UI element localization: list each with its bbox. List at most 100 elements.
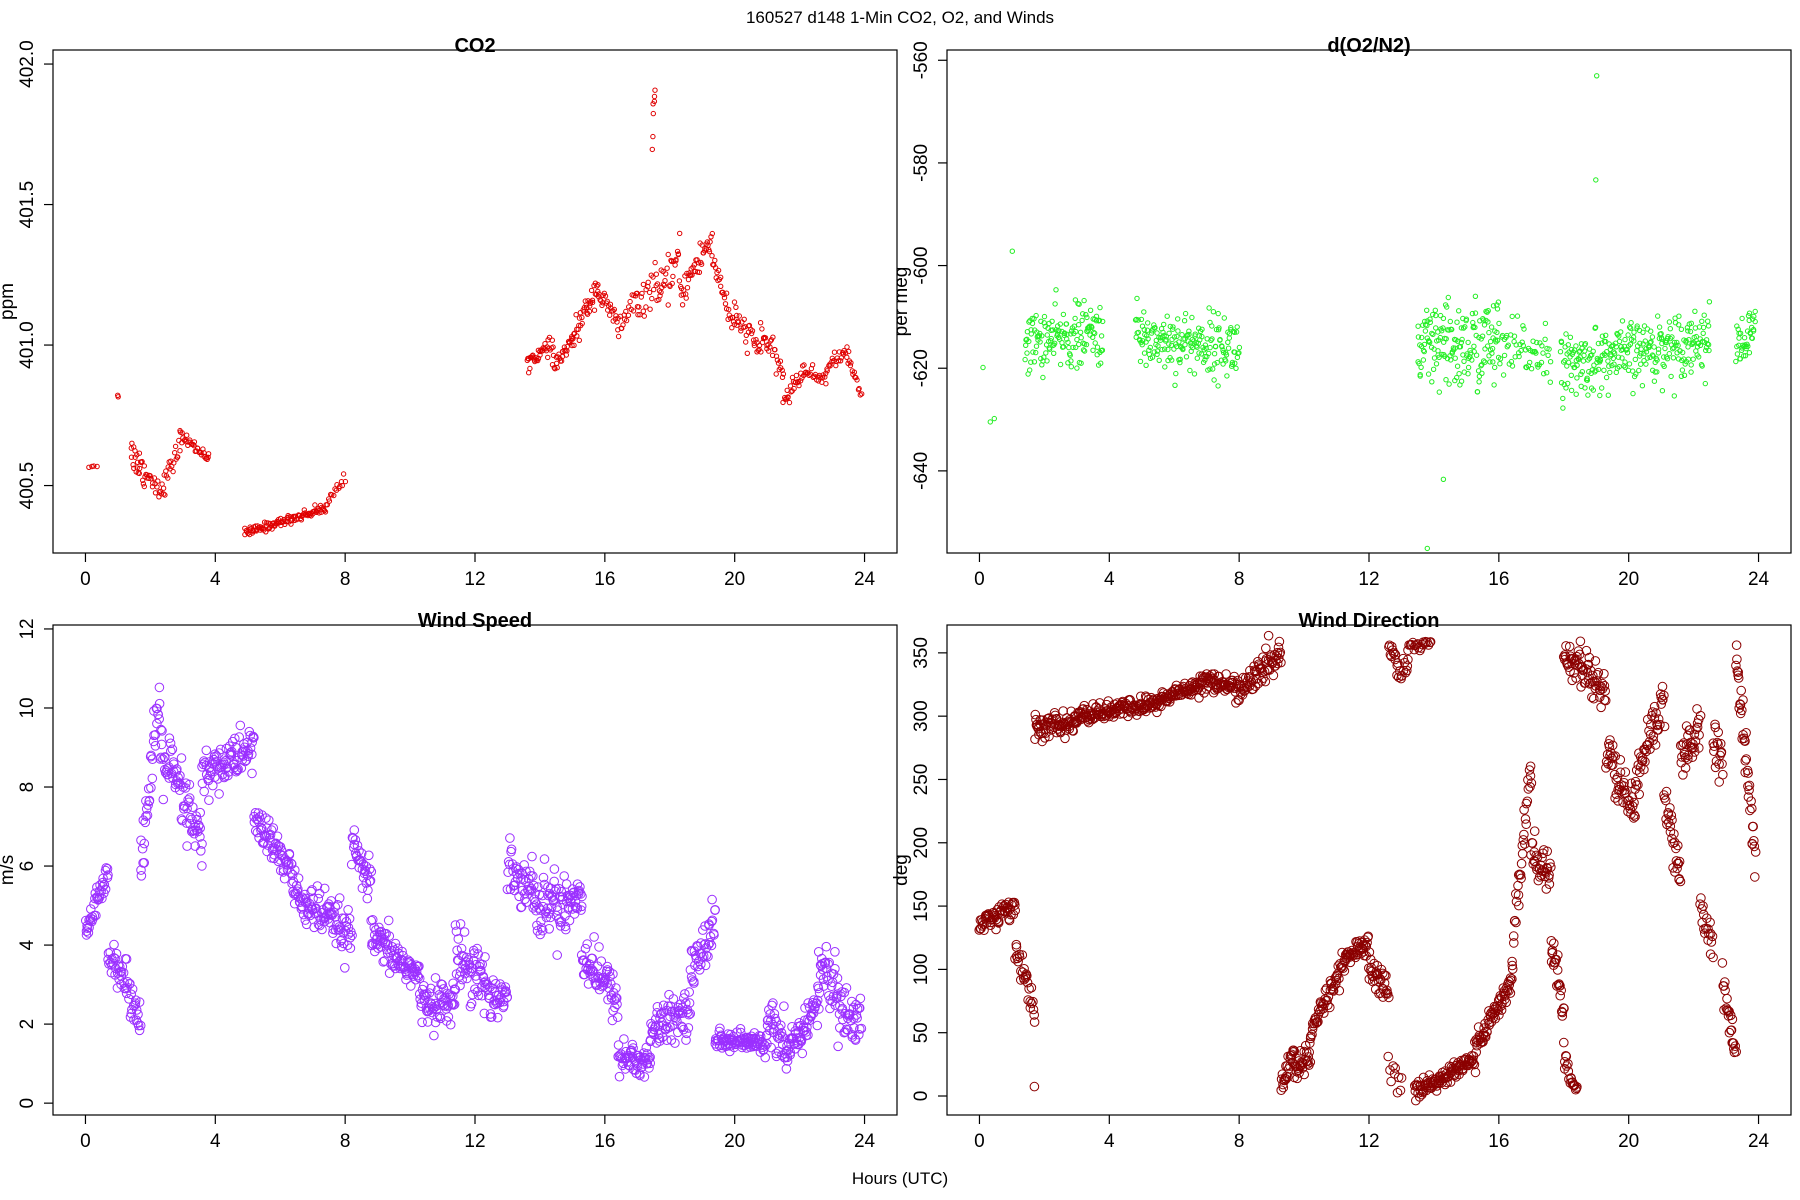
wind-speed-point (248, 731, 258, 742)
o2-point (1582, 341, 1589, 347)
co2-point (147, 473, 153, 479)
wind-direction-y-tick-label: 50 (911, 1022, 932, 1043)
o2-point (1591, 362, 1597, 368)
wind-speed-point (537, 890, 548, 901)
co2-point (809, 362, 816, 368)
wind-speed-point (341, 916, 352, 927)
co2-point (707, 239, 713, 245)
wind-direction-point (1384, 992, 1394, 1003)
wind-speed-point (449, 999, 460, 1010)
wind-speed-point (486, 1012, 497, 1022)
wind-speed-point (134, 1025, 145, 1036)
wind-speed-point (139, 858, 149, 868)
wind-speed-point (855, 993, 866, 1004)
wind-direction-point (1563, 1059, 1573, 1069)
wind-speed-point (197, 861, 207, 871)
wind-speed-point (576, 901, 587, 912)
wind-speed-point (330, 902, 341, 912)
wind-direction-point (1468, 1058, 1478, 1069)
wind-direction-point (1731, 640, 1742, 651)
wind-speed-point (340, 963, 350, 973)
wind-direction-point (1467, 1055, 1478, 1065)
wind-speed-point (235, 720, 246, 731)
wind-direction-point (1087, 714, 1098, 725)
o2-point (1619, 355, 1625, 361)
wind-speed-point (817, 953, 827, 964)
wind-direction-point (1525, 761, 1536, 772)
o2-point (1426, 338, 1432, 345)
wind-speed-point (247, 768, 257, 779)
wind-speed-point (414, 973, 425, 984)
wind-direction-point (1010, 900, 1020, 910)
wind-speed-point (314, 888, 325, 899)
co2-point (758, 349, 764, 355)
wind-direction-point (1334, 973, 1344, 984)
wind-speed-point (169, 759, 179, 770)
o2-point (1236, 344, 1243, 351)
wind-direction-point (1363, 931, 1373, 942)
co2-point (172, 450, 178, 456)
o2-point (1198, 351, 1205, 357)
co2-point (591, 307, 598, 313)
co2-point (91, 463, 97, 469)
co2-point (148, 476, 154, 482)
wind-direction-point (1361, 941, 1372, 952)
wind-speed-point (265, 829, 276, 840)
co2-point (269, 526, 275, 532)
co2-point (779, 374, 786, 380)
co2-point (785, 394, 791, 400)
wind-speed-point (852, 1013, 862, 1023)
wind-speed-point (295, 897, 305, 907)
wind-direction-point (1557, 1011, 1568, 1021)
o2-point (1068, 364, 1075, 370)
wind-speed-point (230, 733, 240, 744)
o2-point (1630, 334, 1637, 340)
o2-point (1627, 341, 1634, 347)
co2-point (854, 377, 860, 383)
o2-point (1746, 310, 1753, 316)
wind-direction-y-tick-label: 300 (911, 700, 932, 732)
o2-point (1211, 377, 1217, 383)
o2-point (1232, 360, 1238, 366)
wind-direction-point (1505, 988, 1516, 998)
o2-point (1160, 329, 1166, 336)
wind-speed-point (502, 992, 512, 1003)
co2-point (753, 337, 759, 343)
wind-speed-point (416, 1001, 427, 1012)
wind-direction-point (1026, 998, 1037, 1009)
o2-point (1654, 357, 1660, 363)
wind-direction-point (1156, 701, 1166, 712)
o2-point (1534, 362, 1541, 368)
o2-point (1446, 381, 1452, 387)
o2-point (1070, 344, 1076, 351)
wind-direction-point (1732, 666, 1743, 676)
wind-speed-point (570, 897, 581, 907)
wind-speed-point (365, 875, 376, 886)
wind-direction-point (1288, 1045, 1299, 1056)
wind-direction-point (1545, 858, 1555, 869)
co2-point (638, 294, 644, 300)
wind-speed-point (684, 998, 695, 1008)
wind-direction-point (1526, 778, 1537, 788)
wind-direction-y-tick-label: 0 (911, 1091, 932, 1102)
o2-point (1189, 336, 1196, 343)
wind-speed-point (435, 1013, 446, 1024)
wind-direction-point (1551, 954, 1561, 965)
wind-speed-point (819, 958, 830, 969)
wind-direction-point (1494, 1010, 1504, 1020)
o2-y-tick-label: -600 (911, 247, 932, 285)
wind-speed-point (642, 1049, 653, 1059)
wind-speed-point (254, 812, 265, 822)
wind-direction-point (1274, 636, 1285, 647)
wind-speed-point (567, 893, 577, 904)
o2-point (1616, 338, 1623, 345)
wind-direction-point (1298, 1059, 1308, 1069)
wind-speed-point (287, 869, 298, 880)
o2-point (1078, 335, 1084, 341)
wind-speed-point (83, 928, 94, 938)
o2-point (1560, 359, 1567, 365)
wind-speed-x-tick-label: 12 (464, 1131, 485, 1152)
wind-speed-point (697, 952, 708, 962)
wind-speed-point (703, 951, 713, 962)
wind-direction-point (1268, 670, 1279, 681)
